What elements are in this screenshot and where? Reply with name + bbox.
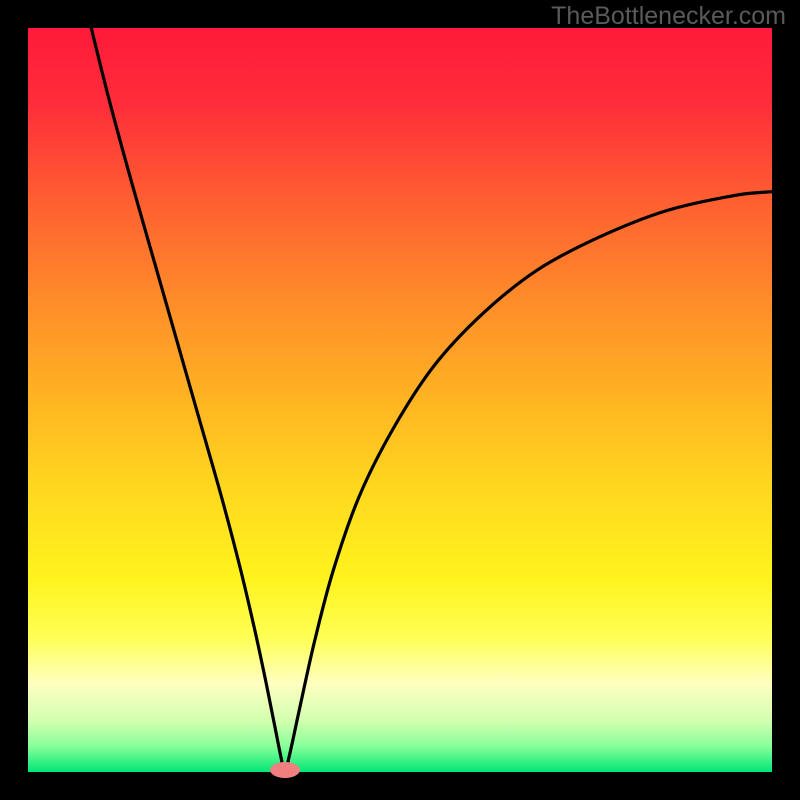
plot-area <box>28 28 772 772</box>
watermark-text: TheBottlenecker.com <box>551 2 786 31</box>
minimum-marker <box>270 762 300 778</box>
bottleneck-curve <box>28 28 772 772</box>
figure-canvas: TheBottlenecker.com <box>0 0 800 800</box>
